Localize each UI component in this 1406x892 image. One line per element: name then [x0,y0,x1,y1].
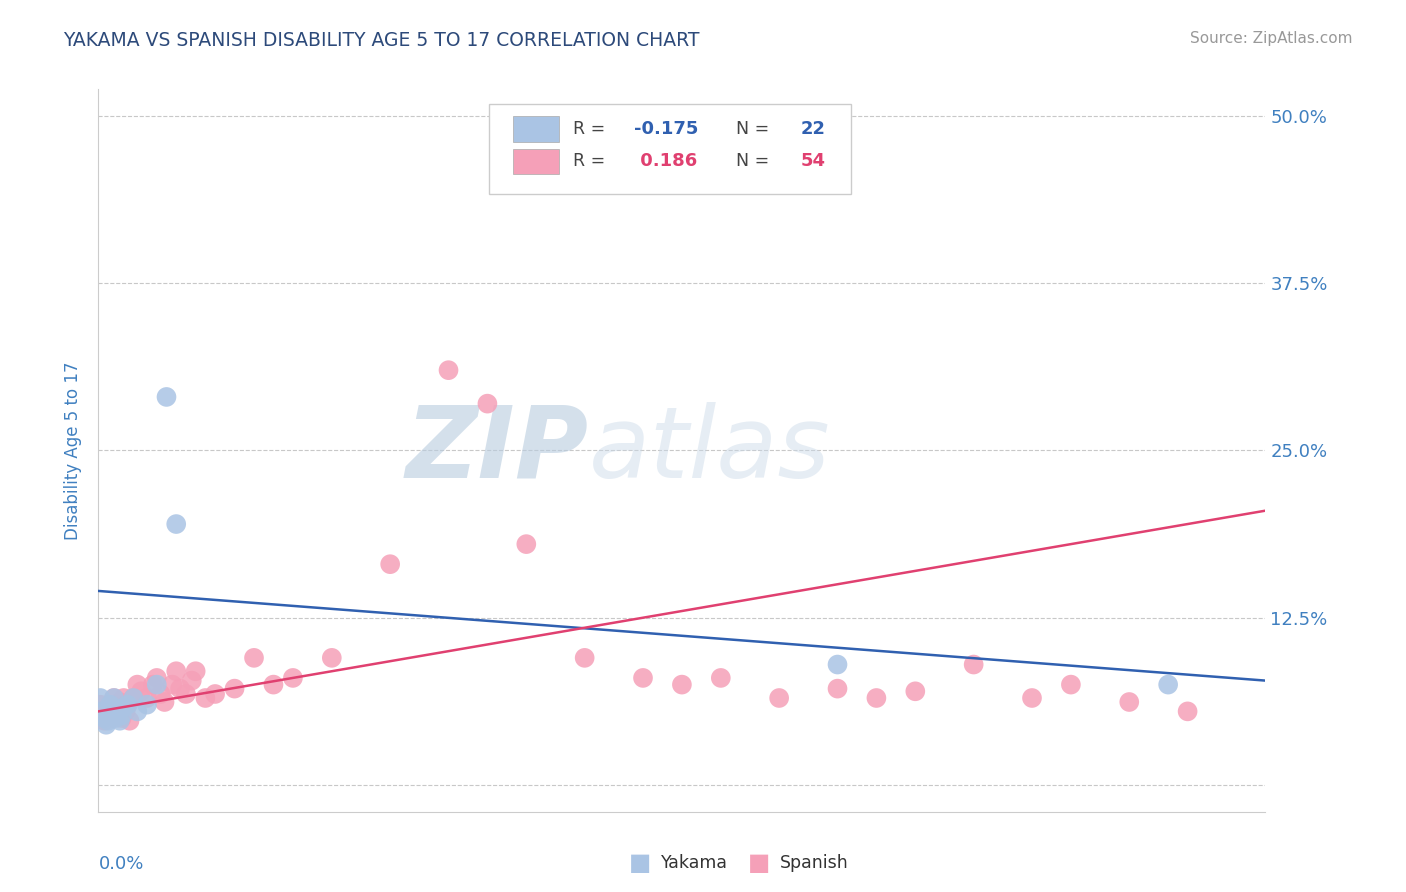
Point [142,678,165,692]
Point [97,714,120,728]
Point [111,708,134,723]
Point [180,673,202,688]
Point [108,695,131,709]
Point [129,684,152,698]
Point [127,705,149,719]
Point [574,651,596,665]
Point [93,714,115,728]
Text: ■: ■ [628,852,651,875]
Point [1060,678,1083,692]
Point [107,705,129,719]
Point [165,517,187,532]
Text: Spanish: Spanish [780,855,849,872]
Point [827,657,849,672]
Text: ■: ■ [748,852,770,875]
Point [146,671,169,685]
Point [165,664,187,679]
Point [437,363,460,377]
Point [1177,705,1199,719]
Point [149,687,172,701]
Point [107,700,129,714]
Point [243,651,266,665]
Point [103,690,125,705]
Point [91,705,114,719]
Point [117,698,139,712]
FancyBboxPatch shape [489,103,851,194]
Point [101,711,124,725]
Point [710,671,733,685]
Point [194,690,217,705]
Point [174,687,197,701]
Text: ZIP: ZIP [405,402,589,499]
Point [112,690,135,705]
Point [827,681,849,696]
Point [1118,695,1140,709]
Point [281,671,304,685]
Text: 0.186: 0.186 [634,153,697,170]
Text: R =: R = [574,120,612,138]
Point [118,714,141,728]
Text: Yakama: Yakama [661,855,728,872]
Point [117,698,139,712]
Point [112,700,135,714]
Point [101,705,124,719]
Text: N =: N = [725,120,775,138]
Point [111,711,134,725]
Point [104,711,127,725]
Point [155,390,177,404]
Point [1157,678,1180,692]
FancyBboxPatch shape [513,149,560,174]
Point [1021,690,1043,705]
Point [768,690,790,705]
Text: 22: 22 [801,120,825,138]
Point [380,557,402,572]
Point [122,690,145,705]
Point [515,537,537,551]
Point [96,708,118,723]
Point [98,698,121,712]
Point [108,714,131,728]
Point [162,678,184,692]
Point [114,705,136,719]
Point [136,690,159,705]
Point [865,690,887,705]
Point [153,695,176,709]
Point [103,690,125,705]
Text: R =: R = [574,153,612,170]
Point [97,705,120,719]
Text: atlas: atlas [589,402,830,499]
Text: 54: 54 [801,153,825,170]
Text: -0.175: -0.175 [634,120,699,138]
Y-axis label: Disability Age 5 to 17: Disability Age 5 to 17 [63,361,82,540]
Point [631,671,654,685]
Point [904,684,927,698]
Point [671,678,693,692]
Point [91,705,114,719]
Point [962,657,984,672]
Text: N =: N = [725,153,775,170]
Point [204,687,226,701]
Point [96,717,118,731]
Point [89,690,111,705]
Text: YAKAMA VS SPANISH DISABILITY AGE 5 TO 17 CORRELATION CHART: YAKAMA VS SPANISH DISABILITY AGE 5 TO 17… [63,31,700,50]
Point [224,681,246,696]
Point [169,681,191,696]
Point [98,698,121,712]
Point [93,711,115,725]
Point [89,698,111,712]
Point [104,705,127,719]
Point [262,678,284,692]
Point [122,690,145,705]
Text: Source: ZipAtlas.com: Source: ZipAtlas.com [1189,31,1353,46]
FancyBboxPatch shape [513,116,560,142]
Point [477,396,499,410]
Text: 0.0%: 0.0% [98,855,143,873]
Point [136,698,159,712]
Point [127,678,149,692]
Point [184,664,207,679]
Point [146,678,169,692]
Point [321,651,343,665]
